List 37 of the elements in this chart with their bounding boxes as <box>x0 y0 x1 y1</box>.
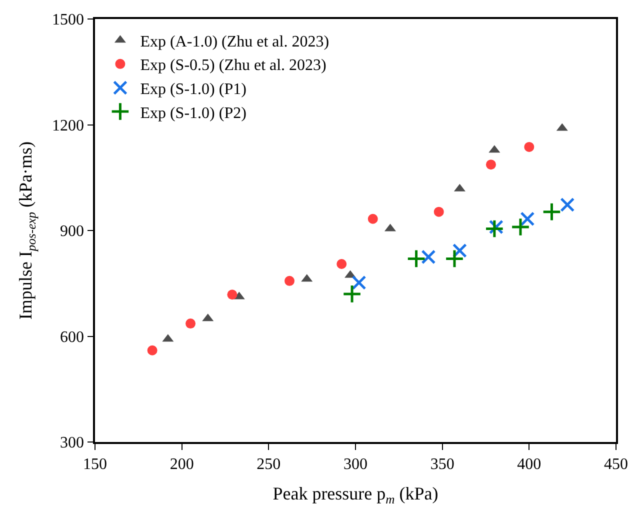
point <box>284 276 295 286</box>
y-tick-label: 1200 <box>52 117 84 134</box>
y-tick-label: 300 <box>60 434 84 452</box>
point <box>336 258 347 269</box>
point <box>484 219 504 238</box>
x-tick-label: 300 <box>344 456 368 473</box>
x-axis-title: Peak pressure p$_{m}$ (kPa) <box>272 484 438 506</box>
point <box>542 202 562 222</box>
x-tick-label: 200 <box>170 456 194 473</box>
x-tick-label: 400 <box>517 456 542 473</box>
point <box>368 214 378 224</box>
legend-label: Exp (S-0.5) (Zhu et al. 2023) <box>140 57 326 74</box>
y-tick-label: 900 <box>60 223 84 240</box>
point <box>524 142 534 152</box>
point <box>421 250 436 264</box>
legend-label: Exp (A-1.0) (Zhu et al. 2023) <box>140 33 330 50</box>
point <box>352 275 366 290</box>
x-tick-label: 250 <box>256 456 281 473</box>
legend-label: Exp (S-1.0) (P2) <box>140 104 246 122</box>
point <box>486 160 496 170</box>
y-tick-label: 1500 <box>52 12 84 29</box>
x-tick-label: 150 <box>83 456 107 473</box>
point <box>510 217 530 237</box>
point <box>560 198 575 212</box>
point <box>342 284 362 304</box>
point <box>147 345 158 356</box>
point <box>520 212 535 226</box>
x-tick-label: 350 <box>430 456 454 473</box>
point <box>434 206 444 217</box>
point <box>406 249 426 268</box>
legend-label: Exp (S-1.0) (P1) <box>140 80 246 98</box>
point <box>444 249 464 268</box>
point <box>186 318 196 329</box>
y-tick-label: 600 <box>60 328 84 346</box>
point <box>452 243 467 258</box>
point <box>227 290 238 300</box>
x-tick-label: 450 <box>604 456 628 473</box>
